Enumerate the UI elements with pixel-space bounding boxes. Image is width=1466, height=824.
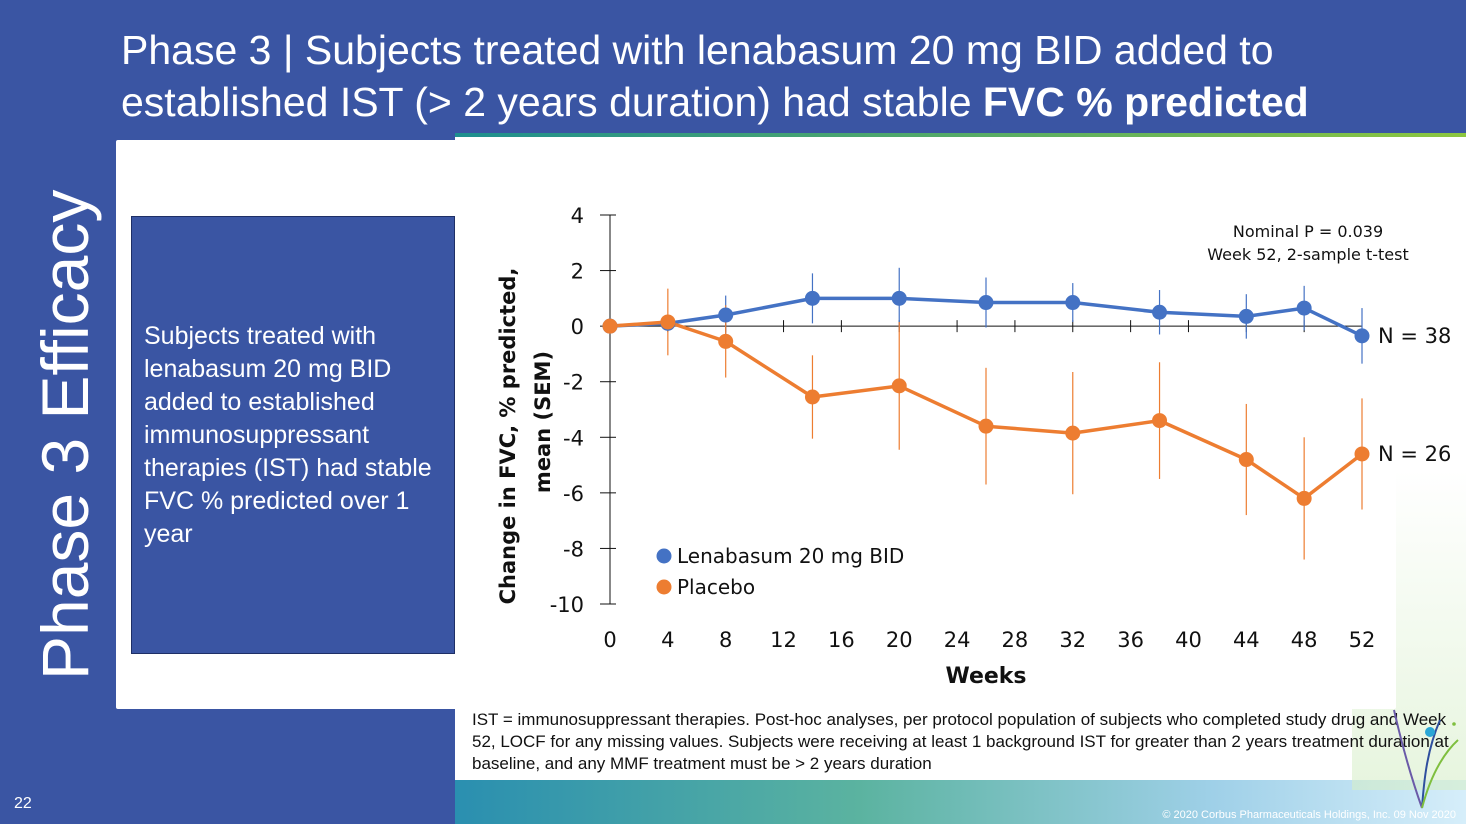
footnote: IST = immunosuppressant therapies. Post-… (472, 710, 1449, 773)
placebo-point (660, 314, 676, 330)
x-tick-label: 32 (1059, 628, 1086, 652)
x-tick-label: 36 (1117, 628, 1144, 652)
x-tick-label: 44 (1233, 628, 1260, 652)
fvc-chart: Change in FVC, % predicted, mean (SEM) W… (496, 204, 1451, 689)
y-tick-label: -8 (563, 537, 584, 561)
y-axis-title: Change in FVC, % predicted, mean (SEM) (496, 268, 555, 605)
placebo-point (804, 389, 820, 405)
lenabasum-point (891, 290, 907, 306)
x-tick-label: 8 (719, 628, 732, 652)
slide-title-line2: established IST (> 2 years duration) had… (121, 76, 1421, 128)
accent-line (455, 133, 1466, 137)
lenabasum-point (1354, 328, 1370, 344)
slide-title-line2-text: established IST (> 2 years duration) had… (121, 79, 983, 125)
summary-text: Subjects treated with lenabasum 20 mg BI… (144, 322, 432, 548)
placebo-point (718, 333, 734, 349)
corbus-logo-icon (1393, 709, 1459, 809)
placebo-point (1152, 413, 1168, 429)
lenabasum-point (1152, 304, 1168, 320)
lenabasum-point (1296, 300, 1312, 316)
footer-band (455, 780, 1466, 824)
lenabasum-n-label: N = 38 (1378, 324, 1451, 348)
p-value-annotation: Nominal P = 0.039 Week 52, 2-sample t-te… (1207, 222, 1408, 264)
y-tick-label: -6 (563, 482, 584, 506)
placebo-point (1296, 490, 1312, 506)
copyright: © 2020 Corbus Pharmaceuticals Holdings, … (1162, 809, 1456, 821)
placebo-point (1238, 452, 1254, 468)
x-axis-title: Weeks (945, 664, 1026, 689)
x-tick-label: 12 (770, 628, 797, 652)
placebo-point (978, 418, 994, 434)
lenabasum-point (1238, 308, 1254, 324)
lenabasum-point (718, 307, 734, 323)
legend-marker (656, 579, 672, 595)
x-tick-label: 52 (1349, 628, 1376, 652)
placebo-point (602, 318, 618, 334)
placebo-point (891, 378, 907, 394)
y-tick-label: 4 (571, 204, 584, 228)
placebo-n-label: N = 26 (1378, 442, 1451, 466)
side-heading: Phase 3 Efficacy (28, 189, 102, 680)
lenabasum-point (978, 295, 994, 311)
x-tick-label: 48 (1291, 628, 1318, 652)
p-value-line1: Nominal P = 0.039 (1233, 222, 1383, 241)
y-tick-label: -2 (563, 371, 584, 395)
x-tick-label: 24 (944, 628, 971, 652)
series-points (602, 290, 1370, 506)
x-tick-label: 40 (1175, 628, 1202, 652)
legend-label: Placebo (677, 575, 755, 599)
slide-title: Phase 3 | Subjects treated with lenabasu… (121, 24, 1421, 128)
y-axis-title-line1: Change in FVC, % predicted, (496, 268, 520, 605)
y-tick-label: 2 (571, 260, 584, 284)
placebo-point (1354, 446, 1370, 462)
y-tick-label: -10 (550, 593, 584, 617)
x-tick-label: 20 (886, 628, 913, 652)
chart-axes: 420-2-4-6-8-100 4 8 12 16 20 24 28 32 36 40 44 48 52 (550, 204, 1376, 652)
y-tick-label: 0 (571, 315, 584, 339)
x-tick-label: 0 (603, 628, 616, 652)
y-tick-label: -4 (563, 426, 584, 450)
summary-box: Subjects treated with lenabasum 20 mg BI… (131, 216, 455, 654)
slide-title-emphasis: FVC % predicted (982, 79, 1309, 125)
end-labels: N = 38 N = 26 (1378, 324, 1451, 466)
chart-legend: Lenabasum 20 mg BID Placebo (656, 544, 904, 599)
x-tick-label: 28 (1002, 628, 1029, 652)
error-bars (667, 267, 1363, 560)
legend-label: Lenabasum 20 mg BID (677, 544, 904, 568)
p-value-line2: Week 52, 2-sample t-test (1207, 245, 1408, 264)
placebo-point (1065, 425, 1081, 441)
x-tick-label: 4 (661, 628, 674, 652)
slide-title-line1: Phase 3 | Subjects treated with lenabasu… (121, 27, 1274, 73)
page-number: 22 (14, 795, 32, 812)
lenabasum-point (804, 290, 820, 306)
legend-marker (656, 548, 672, 564)
x-tick-label: 16 (828, 628, 855, 652)
lenabasum-point (1065, 295, 1081, 311)
y-axis-title-line2: mean (SEM) (531, 351, 555, 493)
